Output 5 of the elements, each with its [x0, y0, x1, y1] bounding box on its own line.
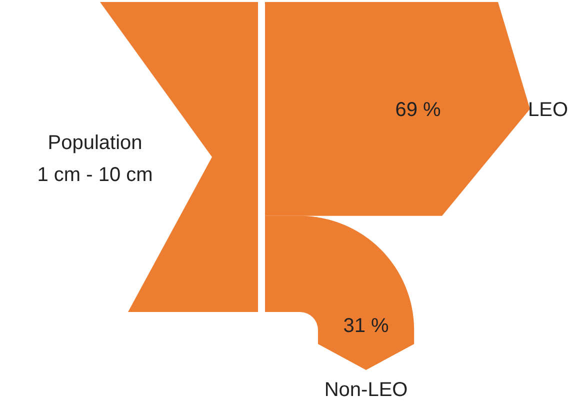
category-label: LEO — [528, 98, 568, 121]
data-label: 69 % — [395, 98, 442, 121]
text: Population 1 cm - 10 cm — [37, 132, 153, 186]
category-label: Non-LEO — [324, 379, 408, 401]
data-label: 31 % — [343, 315, 390, 337]
